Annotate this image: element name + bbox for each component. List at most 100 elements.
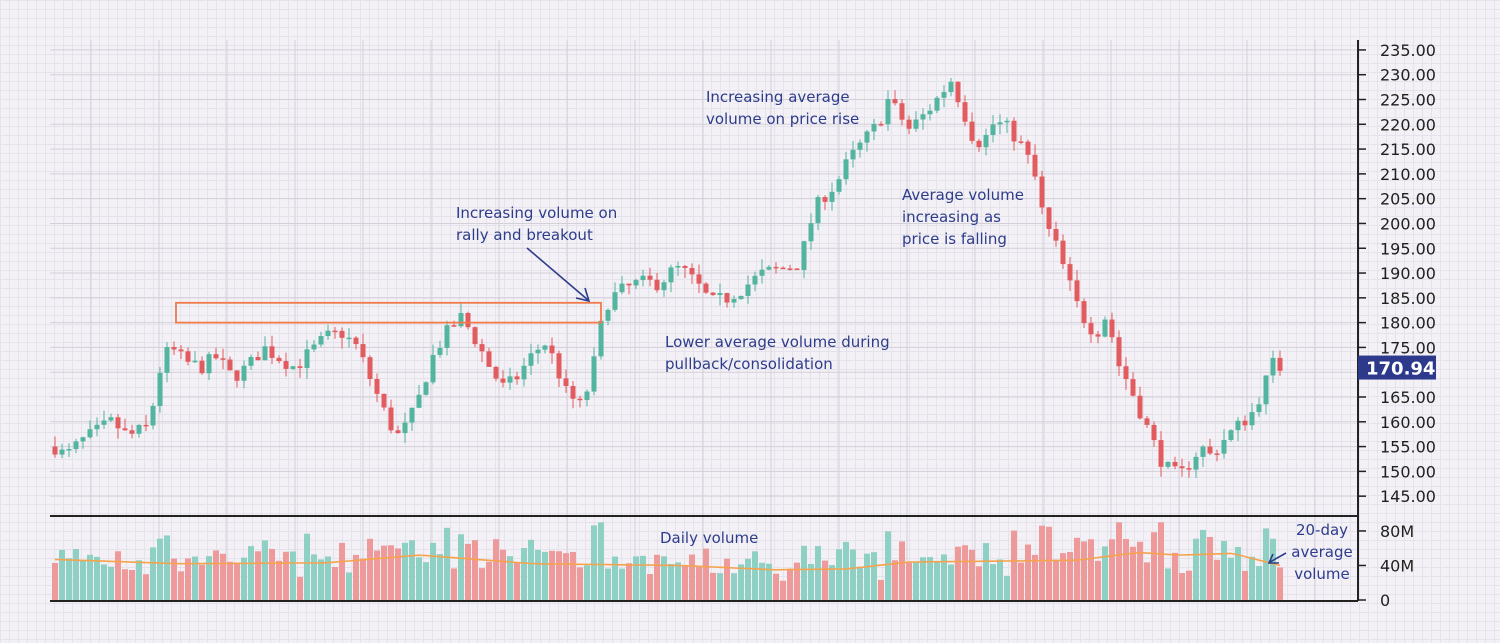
candle-body [360,344,366,358]
volume-bar [920,557,926,600]
candle-body [542,345,548,350]
volume-bar [276,560,282,600]
candle-body [1060,240,1066,265]
candle-body [206,354,212,374]
volume-bar [1137,541,1143,600]
average-volume-arrow [1269,552,1287,563]
candle-body [507,376,513,383]
volume-bar [535,549,541,600]
volume-bar [1088,539,1094,600]
volume-bar [724,558,730,600]
volume-bar [773,573,779,600]
candle-body [682,266,688,269]
volume-bar [80,559,86,600]
candle-body [612,292,618,310]
candle-body [388,407,394,431]
candle-body [66,449,72,451]
volume-bar [374,550,380,600]
axes: 235.00 230.00 225.00 220.00 215.00 210.00 205.… [50,40,1436,610]
candle-body [1025,141,1031,155]
volume-bar [542,551,548,600]
candle-body [836,179,842,192]
volume-bar [423,562,429,600]
volume-bar [332,566,338,600]
volume-bar [87,554,93,600]
candle-body [1207,446,1213,454]
volume-bar [1235,546,1241,600]
candle-body [472,327,478,345]
candle-body [269,346,275,358]
volume-bar [892,560,898,600]
candle-body [164,347,170,373]
major-grid [50,40,1358,600]
volume-bar [1242,570,1248,600]
candle-body [1172,461,1178,467]
candle-body [185,351,191,362]
volume-bar [178,571,184,600]
price-tick-label: 215.00 [1380,140,1436,159]
candle-body [1235,420,1241,431]
volume-bar [808,563,814,600]
volume-bar [1109,539,1115,600]
volume-bar [1130,546,1136,600]
candle-body [528,353,534,366]
volume-bar [437,554,443,600]
volume-bar [507,556,513,600]
candle-body [248,357,254,366]
candle-body [1165,461,1171,467]
average-volume-path [54,551,1281,571]
average-volume-label: volume [1294,565,1350,583]
volume-bar [514,562,520,600]
volume-bar [1207,536,1213,600]
candle-body [556,353,562,379]
candle-body [1221,439,1227,454]
candle-body [997,122,1003,125]
volume-bar [675,562,681,600]
volume-bar [346,572,352,600]
candle-body [584,391,590,400]
volume-bar [192,556,198,600]
price-tick-label: 155.00 [1380,438,1436,457]
candle-body [521,365,527,380]
volume-bar [360,558,366,600]
candle-body [745,284,751,296]
candle-body [87,429,93,438]
volume-bar [304,533,310,600]
volume-bar [136,560,142,600]
candle-body [955,81,961,103]
candle-body [353,337,359,345]
candle-body [1270,357,1276,376]
candle-body [402,422,408,434]
candle-body [94,424,100,430]
volume-bar [1277,567,1283,600]
candle-body [1228,430,1234,440]
candle-body [339,330,345,338]
volume-bar [311,554,317,600]
volume-bar [521,547,527,600]
volume-bar [528,539,534,600]
candle-body [367,357,373,380]
volume-bar [1102,546,1108,600]
candle-body [1249,412,1255,426]
candle-body [633,280,639,286]
candle-body [738,295,744,299]
candle-body [850,149,856,160]
volume-bar [780,580,786,600]
price-tick-label: 210.00 [1380,165,1436,184]
volume-bar [227,561,233,600]
volume-bar [577,567,583,600]
volume-bar [682,566,688,600]
volume-bar [1256,566,1262,600]
candle-body [822,197,828,202]
volume-bar [262,540,268,600]
candle-body [444,325,450,348]
candle-body [486,351,492,367]
volume-bar [409,540,415,600]
candle-body [948,81,954,93]
volume-bar [584,565,590,600]
volume-bar [556,551,562,600]
volume-bar [1249,556,1255,600]
price-tick-label: 205.00 [1380,190,1436,209]
candle-body [199,360,205,374]
volume-bar [626,563,632,600]
